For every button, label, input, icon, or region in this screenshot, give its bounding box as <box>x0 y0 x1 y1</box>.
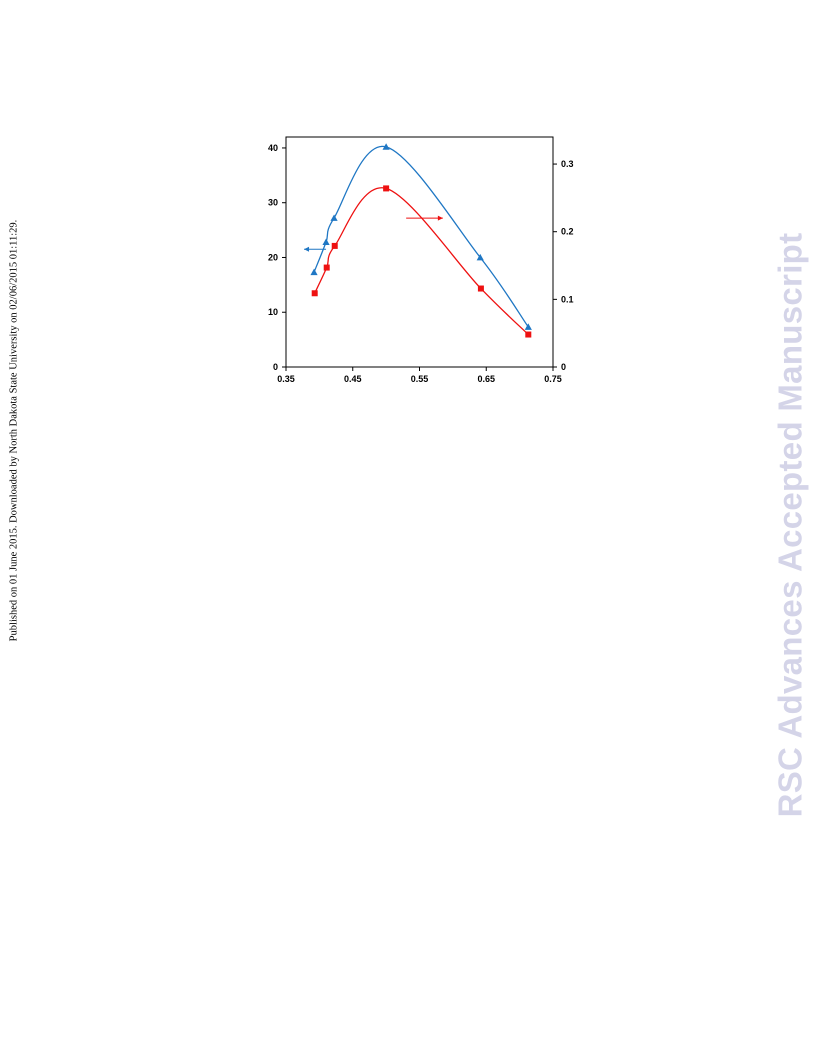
series-0-point <box>524 323 532 330</box>
manuscript-watermark: RSC Advances Accepted Manuscript <box>762 233 816 818</box>
manuscript-watermark-text: RSC Advances Accepted Manuscript <box>771 232 808 818</box>
series-1-point <box>331 242 338 249</box>
x-tick-label: 0.65 <box>477 374 495 384</box>
dual-axis-line-chart: 0.35 0.45 0.55 0.65 0.75 0 10 20 30 40 0 0.1 0.2 0.3 <box>268 136 574 384</box>
series-0-point <box>310 268 318 276</box>
x-tick-label: 0.45 <box>344 374 362 384</box>
publication-side-note-text: Published on 01 June 2015. Downloaded by… <box>8 219 20 641</box>
y-left-tick-label: 10 <box>268 307 278 317</box>
y-right-tick-label: 0.2 <box>561 227 574 237</box>
series-0-point <box>330 214 338 221</box>
axis-arrow-right-head <box>437 215 443 221</box>
series-0-point <box>382 143 390 150</box>
y-left-tick-label: 20 <box>268 252 278 262</box>
series-1-point <box>477 285 484 292</box>
series-1-point <box>525 331 532 338</box>
axis-arrow-left-head <box>304 246 310 252</box>
y-right-tick-label: 0 <box>561 362 566 372</box>
chart-series <box>310 143 532 338</box>
y-left-tick-label: 30 <box>268 198 278 208</box>
x-tick-label: 0.75 <box>544 374 562 384</box>
plot-frame <box>285 136 554 368</box>
series-0-point <box>322 238 330 246</box>
publication-side-note: Published on 01 June 2015. Downloaded by… <box>4 215 24 645</box>
series-0-line <box>313 146 529 328</box>
y-left-tick-label: 40 <box>268 143 278 153</box>
y-left-tick-label: 0 <box>273 362 278 372</box>
series-1-point <box>383 185 390 192</box>
y-right-tick-label: 0.3 <box>561 159 574 169</box>
series-1-point <box>323 264 330 271</box>
chart-axes: 0.35 0.45 0.55 0.65 0.75 0 10 20 30 40 0 0.1 0.2 0.3 <box>268 136 574 384</box>
y-right-tick-label: 0.1 <box>561 294 574 304</box>
chart-annotations <box>304 215 443 252</box>
series-1-point <box>311 290 318 297</box>
series-1-line <box>314 187 529 335</box>
x-tick-label: 0.55 <box>411 374 429 384</box>
series-0-point <box>476 253 484 261</box>
x-tick-label: 0.35 <box>277 374 295 384</box>
